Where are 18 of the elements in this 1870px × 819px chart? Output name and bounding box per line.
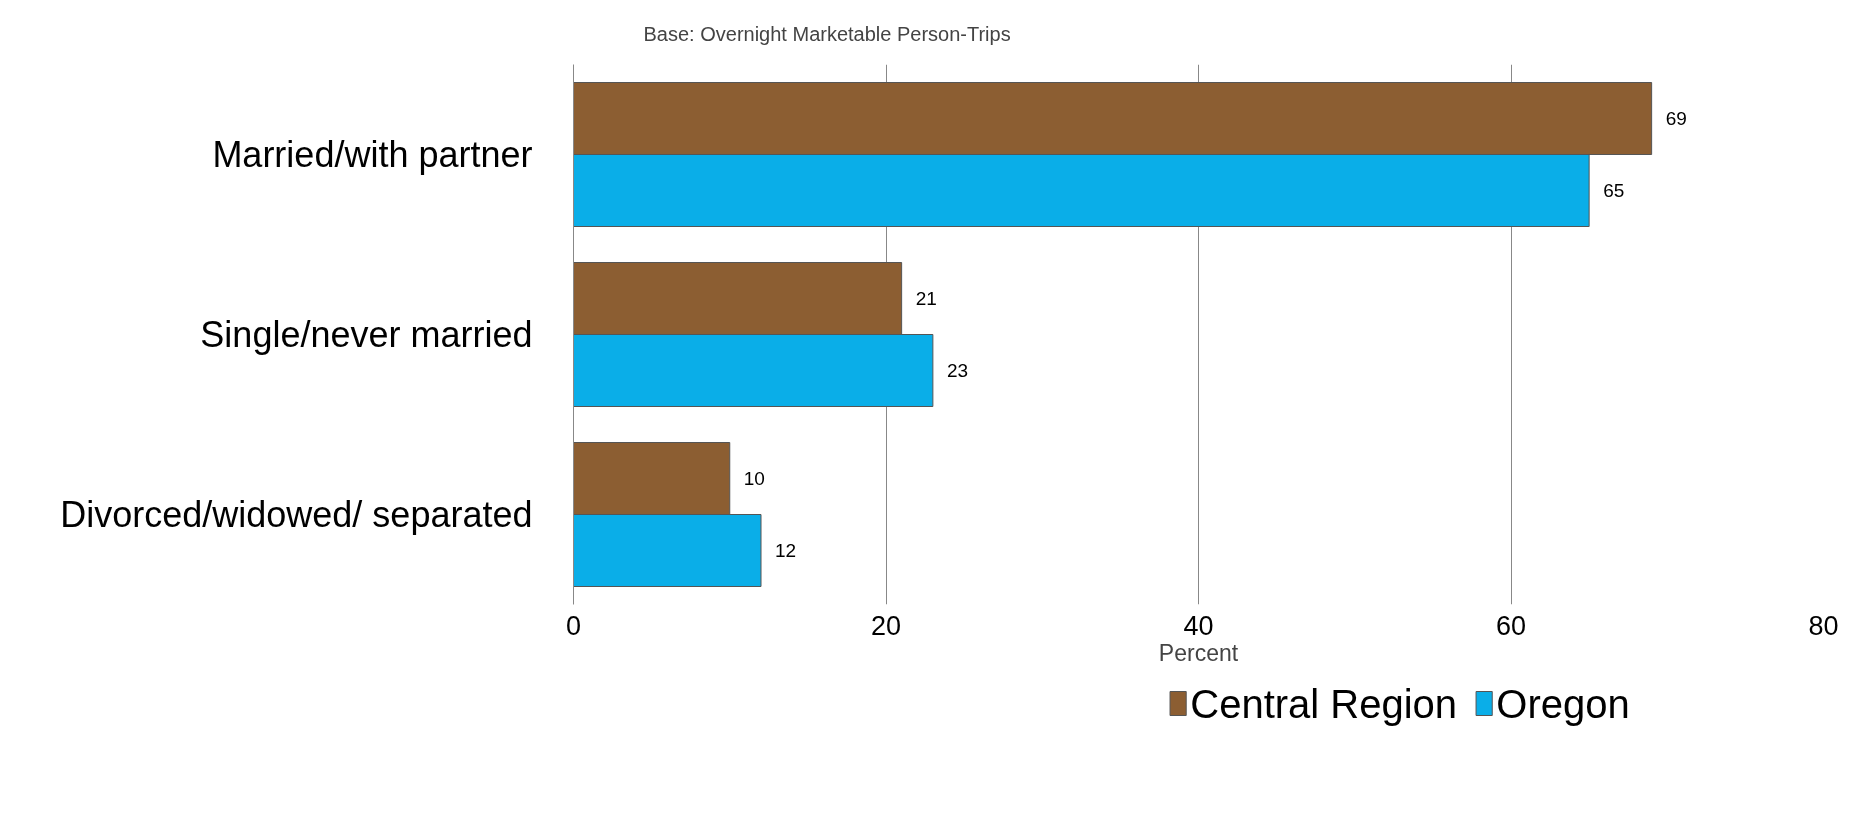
data-label: 65 <box>1603 180 1625 201</box>
legend-label: Central Region <box>1190 681 1458 726</box>
y-tick-label: Married/with partner <box>212 134 533 175</box>
data-label: 69 <box>1665 108 1687 129</box>
y-tick-label: Divorced/widowed/ separated <box>60 494 533 535</box>
x-tick-label: 0 <box>565 610 582 641</box>
x-axis-title: Percent <box>1158 639 1239 666</box>
x-tick-label: 60 <box>1495 610 1527 641</box>
x-tick-label: 80 <box>1808 610 1839 641</box>
data-label: 21 <box>915 288 937 309</box>
legend-label: Oregon <box>1496 681 1630 726</box>
data-label: 12 <box>775 540 797 561</box>
x-tick-label: 40 <box>1183 610 1214 641</box>
data-label: 23 <box>946 360 969 381</box>
y-tick-label: Single/never married <box>200 314 533 355</box>
data-label: 10 <box>743 468 765 489</box>
x-tick-label: 20 <box>870 610 902 641</box>
chart-title: Base: Overnight Marketable Person-Trips <box>643 22 1011 45</box>
